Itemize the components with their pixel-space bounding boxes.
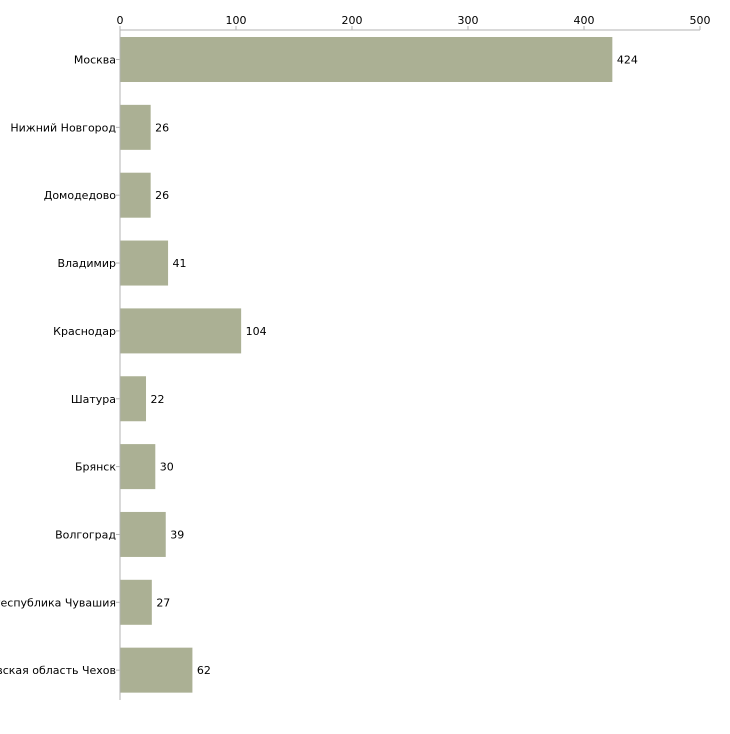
- category-label: Краснодар: [53, 325, 116, 338]
- data-label: 26: [155, 121, 169, 134]
- data-label: 30: [160, 461, 174, 474]
- category-label: Нижний Новгород: [10, 121, 116, 134]
- data-label: 27: [156, 596, 170, 609]
- bar: [120, 647, 193, 693]
- bar: [120, 511, 166, 557]
- x-tick-label: 500: [690, 14, 711, 27]
- category-label: Волгоград: [55, 528, 116, 541]
- category-label: Шатура: [71, 393, 116, 406]
- data-label: 26: [155, 189, 169, 202]
- category-label: Московская область Чехов: [0, 664, 116, 677]
- x-tick-label: 400: [574, 14, 595, 27]
- category-label: Владимир: [57, 257, 116, 270]
- category-label: Москва: [74, 54, 116, 67]
- category-label: Брянск: [75, 461, 116, 474]
- data-label: 41: [173, 257, 187, 270]
- x-tick-label: 100: [226, 14, 247, 27]
- bar: [120, 444, 156, 490]
- data-label: 39: [170, 528, 184, 541]
- category-label: Домодедово: [44, 189, 117, 202]
- category-label: Республика Чувашия: [0, 596, 116, 609]
- data-label: 22: [151, 393, 165, 406]
- x-tick-label: 200: [342, 14, 363, 27]
- bar: [120, 376, 147, 422]
- data-label: 62: [197, 664, 211, 677]
- bar: [120, 172, 151, 218]
- bar: [120, 104, 151, 150]
- x-tick-label: 300: [458, 14, 479, 27]
- data-label: 424: [617, 54, 638, 67]
- bar: [120, 37, 613, 82]
- data-label: 104: [246, 325, 267, 338]
- bar: [120, 308, 242, 354]
- x-tick-label: 0: [117, 14, 124, 27]
- bar: [120, 240, 169, 286]
- bar: [120, 579, 152, 625]
